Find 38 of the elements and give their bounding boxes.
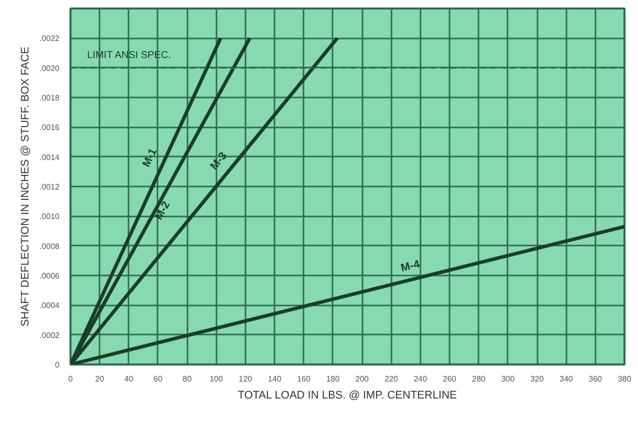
y-tick-label: .0010 — [39, 212, 60, 222]
y-tick-label: .0006 — [39, 272, 60, 280]
text: M-2 — [152, 200, 173, 222]
x-tick-label: 100 — [210, 374, 224, 384]
x-tick-label: 120 — [238, 374, 253, 384]
y-axis-title: SHAFT DEFLECTION IN INCHES @ STUFF. BOX FACE — [19, 46, 32, 327]
y-tick-label: .0004 — [39, 301, 60, 310]
x-tick-label: 380 — [618, 374, 632, 384]
x-tick-label: 0 — [68, 374, 74, 384]
x-tick-label: 260 — [442, 374, 457, 384]
y-tick-label: .0016 — [39, 123, 60, 132]
y-tick-label: .0002 — [39, 330, 60, 340]
x-tick-label: 160 — [297, 374, 311, 384]
y-tick-label: .0022 — [39, 34, 60, 44]
y-tick-label: .0020 — [39, 64, 60, 73]
x-tick-label: 240 — [414, 374, 428, 384]
y-tick-label: .0008 — [39, 242, 60, 251]
y-tick-label: .0018 — [39, 94, 60, 102]
x-tick-label: 180 — [326, 374, 340, 384]
text: M-3 — [208, 150, 230, 172]
x-axis-title: TOTAL LOAD IN LBS. @ IMP. CENTERLINE — [238, 390, 457, 402]
x-tick-label: 200 — [355, 374, 370, 384]
x-tick-label: 280 — [472, 374, 486, 384]
x-tick-label: 360 — [588, 374, 603, 384]
x-tick-label: 20 — [95, 374, 105, 384]
y-tick-label: .0014 — [39, 152, 60, 162]
x-tick-label: 320 — [530, 374, 544, 384]
x-tick-label: 340 — [560, 374, 574, 384]
y-tick-label: 0 — [55, 360, 60, 370]
x-tick-label: 300 — [501, 374, 516, 384]
x-tick-label: 140 — [268, 374, 282, 384]
x-tick-label: 220 — [384, 374, 398, 384]
text: M-4 — [400, 258, 422, 275]
x-tick-label: 40 — [124, 374, 134, 384]
x-tick-label: 60 — [154, 374, 163, 384]
text: M-1 — [140, 146, 160, 170]
y-tick-label: .0012 — [39, 182, 60, 192]
x-tick-label: 80 — [182, 374, 192, 384]
